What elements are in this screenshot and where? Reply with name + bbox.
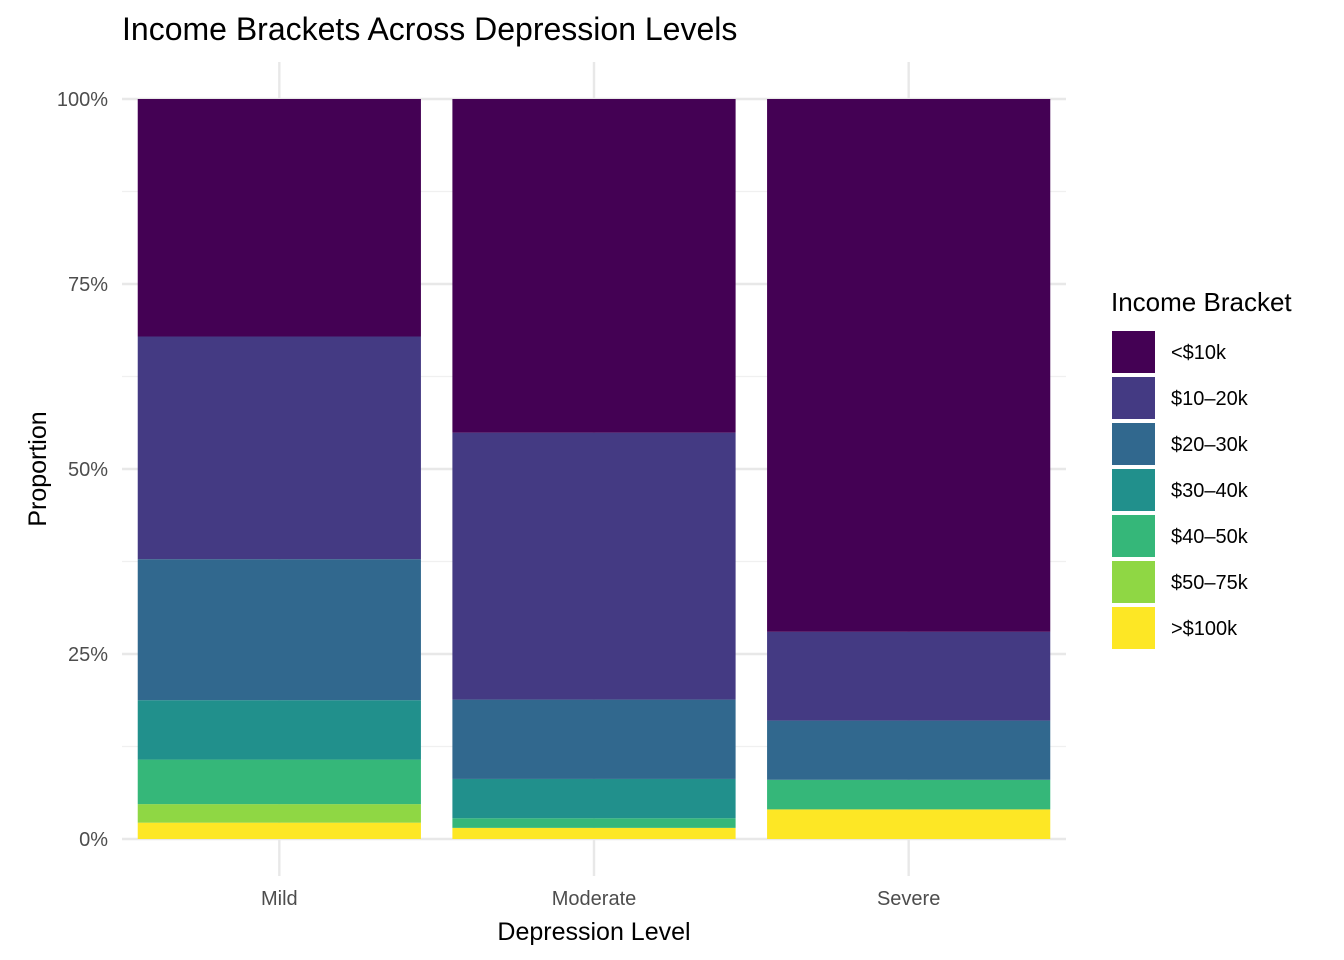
y-axis-ticks: 0% 25% 50% 75% 100% (57, 89, 108, 851)
bar-segment (767, 720, 1051, 780)
plot-panel: 0% 25% 50% 75% 100% Mild Moderate Severe (57, 62, 1066, 910)
chart-title: Income Brackets Across Depression Levels (122, 11, 737, 47)
x-axis-title: Depression Level (497, 918, 690, 946)
legend-swatch (1112, 331, 1155, 373)
x-tick-label: Severe (877, 888, 940, 910)
y-tick-label: 100% (57, 89, 108, 111)
bar-segment (452, 99, 736, 433)
bar-segment (452, 818, 736, 828)
legend-label: $50–75k (1171, 572, 1249, 594)
y-tick-label: 50% (68, 459, 108, 481)
bar-segment (137, 99, 421, 337)
y-axis-title: Proportion (24, 411, 52, 526)
bar-segment (452, 432, 736, 700)
bar-stack-severe (767, 99, 1051, 839)
bar-stack-moderate (452, 99, 736, 839)
legend-item: $20–30k (1112, 423, 1249, 465)
bar-stack-mild (137, 99, 421, 839)
legend-swatch (1112, 469, 1155, 511)
legend-label: $20–30k (1171, 434, 1249, 456)
x-axis-ticks: Mild Moderate Severe (261, 888, 940, 910)
legend-item: <$10k (1112, 331, 1227, 373)
legend-swatch (1112, 377, 1155, 419)
bar-segment (137, 804, 421, 823)
bar-segment (137, 559, 421, 701)
bar-segment (452, 699, 736, 779)
y-tick-label: 25% (68, 644, 108, 666)
legend-label: $10–20k (1171, 388, 1249, 410)
x-tick-label: Moderate (552, 888, 637, 910)
bars (137, 99, 1051, 839)
bar-segment (137, 336, 421, 560)
legend-items: <$10k $10–20k $20–30k $30–40k $40–50k $50–75k… (1112, 331, 1249, 649)
legend-label: <$10k (1171, 342, 1227, 364)
bar-segment (137, 822, 421, 839)
bar-segment (137, 759, 421, 805)
legend-swatch (1112, 607, 1155, 649)
bar-segment (452, 778, 736, 819)
bar-segment (767, 99, 1051, 632)
legend-label: $30–40k (1171, 480, 1249, 502)
bar-segment (767, 631, 1051, 721)
legend-label: $40–50k (1171, 526, 1249, 548)
y-tick-label: 75% (68, 274, 108, 296)
legend-label: >$100k (1171, 618, 1238, 640)
legend-title: Income Bracket (1111, 287, 1292, 317)
legend-item: $40–50k (1112, 515, 1249, 557)
bar-segment (767, 779, 1051, 810)
legend-swatch (1112, 561, 1155, 603)
legend: Income Bracket <$10k $10–20k $20–30k $30–40… (1111, 287, 1292, 649)
legend-swatch (1112, 515, 1155, 557)
bar-segment (137, 700, 421, 760)
bar-segment (767, 809, 1051, 839)
legend-item: $10–20k (1112, 377, 1249, 419)
x-tick-label: Mild (261, 888, 298, 910)
legend-item: >$100k (1112, 607, 1238, 649)
bar-segment (452, 827, 736, 839)
legend-item: $30–40k (1112, 469, 1249, 511)
legend-swatch (1112, 423, 1155, 465)
y-tick-label: 0% (79, 829, 108, 851)
legend-item: $50–75k (1112, 561, 1249, 603)
